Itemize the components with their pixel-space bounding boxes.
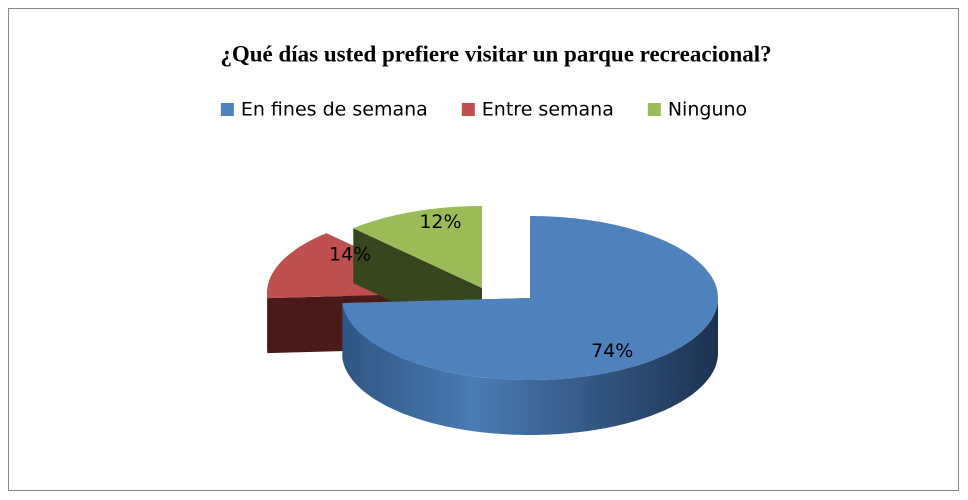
legend: En fines de semana Entre semana Ninguno <box>220 99 747 121</box>
legend-label: En fines de semana <box>241 99 428 121</box>
data-label: 74% <box>591 340 633 362</box>
chart-title: ¿Qué días usted prefiere visitar un parq… <box>220 41 771 66</box>
legend-swatch <box>461 103 475 116</box>
slice-side <box>342 298 718 435</box>
slice <box>353 206 482 288</box>
data-label: 12% <box>419 211 461 233</box>
legend-swatch <box>220 103 234 116</box>
legend-swatch <box>647 103 661 116</box>
legend-label: Entre semana <box>482 99 614 121</box>
data-label: 14% <box>329 243 371 265</box>
slice <box>342 216 718 380</box>
legend-label: Ninguno <box>668 99 747 121</box>
pie: 74% 14% 12% <box>267 206 718 435</box>
